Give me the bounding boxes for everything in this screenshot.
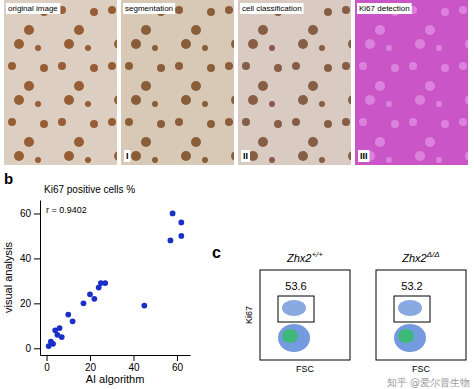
y-tick-mark [34,213,40,214]
y-axis: 0 20 40 60 [20,201,41,356]
gate-value: 53.6 [285,280,306,292]
y-tick-mark [34,258,40,259]
point [81,300,87,306]
flow-y-title: Ki67 [244,306,254,324]
y-tick: 0 [25,343,40,354]
tile-label: Ki67 detection [359,4,410,13]
x-tick-mark [90,355,91,361]
image-tile: segmentation I [121,0,234,165]
cell-cloud [394,324,426,352]
y-tick-mark [34,303,40,304]
x-tick-mark [133,355,134,361]
point [168,238,174,244]
image [121,0,234,165]
tile-numeral: II [243,151,248,161]
label-bg [240,3,304,14]
tile-label: original image [8,4,58,13]
image [355,0,468,165]
panel-label: b [4,170,13,187]
flow-title: Zhx2Δ/Δ [401,250,439,264]
point [102,280,108,286]
flow-x-title: FSC [412,364,431,374]
x-axis: 0 20 40 60 [41,355,191,373]
y-tick-label: 20 [20,298,32,309]
tile-numeral: III [360,151,368,161]
cell-cloud [278,324,310,352]
figure: original image segmentation Icell classifi… [0,0,474,389]
point [87,291,93,297]
y-tick-mark [34,348,40,349]
x-tick-label: 40 [128,362,140,373]
flow-frame [376,270,466,360]
plot-area [46,211,184,349]
annotation: r = 0.9402 [46,205,87,215]
point [178,220,184,226]
image-tile: cell classification II [238,0,351,165]
panel-label: c [212,244,221,261]
image [4,0,117,165]
tile-label: cell classification [242,4,302,13]
flow-title: Zhx2+/+ [286,250,323,264]
label-bg [123,3,175,14]
x-tick-label: 0 [44,362,50,373]
x-tick-mark [47,355,48,361]
flow-plot: Zhx2Δ/Δ 53.2 FSC [376,250,466,374]
image-tile: original image [4,0,117,165]
point [91,296,97,302]
y-tick-label: 60 [20,208,32,219]
y-axis-line [40,201,41,356]
flow-x-title: FSC [296,364,315,374]
x-axis-line [41,355,191,356]
gate-value: 53.2 [401,280,422,292]
y-tick-label: 0 [25,343,31,354]
point [178,233,184,239]
x-tick-label: 20 [85,362,97,373]
point [57,325,63,331]
point [50,341,56,347]
y-tick: 60 [20,208,40,219]
gate [394,296,430,322]
label-bg [358,150,370,162]
x-tick-mark [177,355,178,361]
label-bg [124,150,131,162]
label-bg [357,3,412,14]
chart-title: Ki67 positive cells % [44,184,135,195]
x-tick: 60 [172,355,184,373]
y-tick-label: 40 [20,253,32,264]
cell-cloud-core [282,329,298,343]
x-tick: 20 [85,355,97,373]
point [170,211,176,217]
image-tile: Ki67 detection III [355,0,468,165]
label-bg [241,150,250,162]
flow-frame [260,270,350,360]
flow-title-sup: +/+ [311,250,323,259]
image [238,0,351,165]
y-tick: 20 [20,298,40,309]
flow-title-base: Zhx2 [286,252,311,264]
watermark: 知乎 @爱尔普生物 [387,377,470,388]
point [65,312,71,318]
cell-cloud-core [398,329,414,343]
label-bg [6,3,60,14]
flow-title-sup: Δ/Δ [426,250,440,259]
tile-label: segmentation [125,4,173,13]
y-tick: 40 [20,253,40,264]
x-axis-title: AI algorithm [86,373,145,385]
point [70,318,76,324]
flow-title-base: Zhx2 [401,252,426,264]
cell-cloud [398,300,422,316]
tile-numeral: I [126,151,129,161]
x-tick-label: 60 [172,362,184,373]
gate [278,296,314,322]
x-tick: 0 [44,355,50,373]
flow-plot: Zhx2+/+ 53.6 FSC [260,250,350,374]
y-axis-title: visual analysis [2,242,14,313]
x-tick: 40 [128,355,140,373]
point [141,303,147,309]
cell-cloud [282,300,306,316]
point [59,334,65,340]
